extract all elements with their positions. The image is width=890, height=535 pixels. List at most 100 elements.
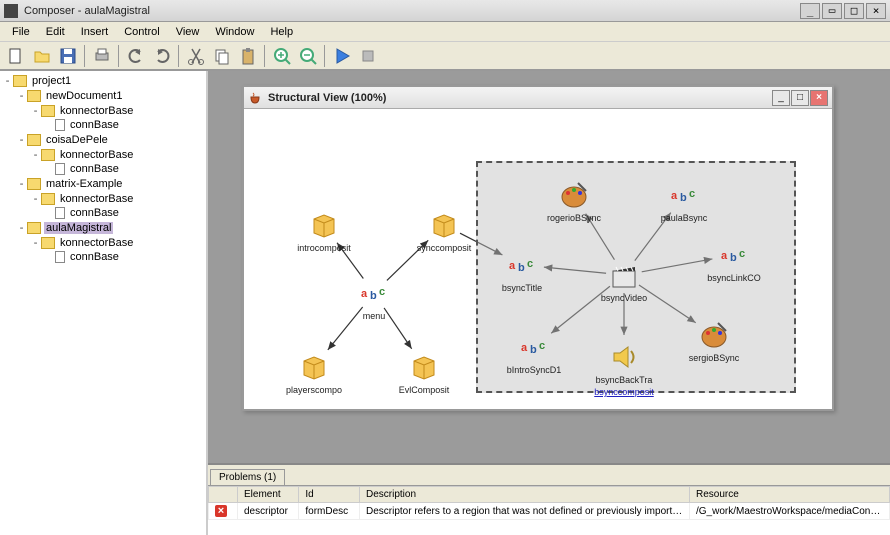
node-EvlComposit[interactable]: EvlComposit [394, 351, 454, 395]
tree-node-konnectorBase[interactable]: - konnectorBase [2, 191, 204, 206]
project-tree[interactable]: -project1-newDocument1-konnectorBaseconn… [0, 71, 208, 535]
main-content: -project1-newDocument1-konnectorBaseconn… [0, 70, 890, 535]
tree-node-newDocument1[interactable]: - newDocument1 [2, 88, 204, 103]
structural-view-window[interactable]: Structural View (100%) _ □ × introcompos… [242, 85, 834, 411]
undo-icon[interactable] [124, 44, 148, 68]
node-bsyncVideo[interactable]: bsyncVideo [594, 259, 654, 303]
node-rogerioBSync[interactable]: rogerioBSync [544, 179, 604, 223]
node-bIntroSyncD1[interactable]: abcbIntroSyncD1 [504, 331, 564, 375]
svg-text:b: b [730, 252, 737, 264]
menu-view[interactable]: View [168, 24, 208, 40]
redo-icon[interactable] [150, 44, 174, 68]
node-link-label[interactable]: bsynccomposit [594, 387, 654, 397]
menu-control[interactable]: Control [116, 24, 167, 40]
tree-node-konnectorBase[interactable]: -konnectorBase [2, 103, 204, 118]
structural-view-titlebar[interactable]: Structural View (100%) _ □ × [244, 87, 832, 109]
menu-window[interactable]: Window [207, 24, 262, 40]
close-button[interactable]: × [866, 3, 886, 19]
tree-label: newDocument1 [44, 90, 124, 102]
canvas-viewport[interactable]: Structural View (100%) _ □ × introcompos… [208, 71, 890, 463]
folder-icon [41, 193, 55, 205]
problems-col-2[interactable]: Id [299, 487, 360, 503]
menu-edit[interactable]: Edit [38, 24, 73, 40]
menu-help[interactable]: Help [262, 24, 301, 40]
open-icon[interactable] [30, 44, 54, 68]
problems-row[interactable]: ×descriptorformDescDescriptor refers to … [209, 503, 890, 520]
tree-label: konnectorBase [58, 237, 135, 249]
abc-icon: abc [358, 277, 390, 309]
play-icon[interactable] [330, 44, 354, 68]
node-label: bsyncLinkCO [707, 273, 761, 283]
save-icon[interactable] [56, 44, 80, 68]
tree-label: connBase [68, 163, 121, 175]
svg-text:b: b [680, 192, 687, 204]
tree-node-project1[interactable]: -project1 [2, 73, 204, 88]
tree-twisty[interactable]: - [16, 133, 27, 146]
problems-table[interactable]: ElementIdDescriptionResource×descriptorf… [208, 485, 890, 535]
maximize-button[interactable]: □ [844, 3, 864, 19]
zoom-out-icon[interactable] [296, 44, 320, 68]
node-label: synccomposit [417, 243, 472, 253]
problems-col-0[interactable] [209, 487, 238, 503]
sv-maximize-button[interactable]: □ [791, 90, 809, 106]
zoom-in-icon[interactable] [270, 44, 294, 68]
node-paulaBsync[interactable]: abcpaulaBsync [654, 179, 714, 223]
svg-text:c: c [739, 248, 745, 260]
doc-icon [55, 207, 65, 219]
tree-twisty[interactable]: - [30, 236, 41, 249]
menu-insert[interactable]: Insert [73, 24, 117, 40]
tree-twisty[interactable]: - [2, 74, 13, 87]
tree-node-coisaDePele[interactable]: -coisaDePele [2, 132, 204, 147]
node-label: rogerioBSync [547, 213, 601, 223]
tree-twisty[interactable]: - [16, 221, 27, 234]
tree-node-connBase[interactable]: connBase [2, 118, 204, 132]
print-icon[interactable] [90, 44, 114, 68]
folder-icon [27, 178, 41, 190]
palette-icon [558, 179, 590, 211]
minimize-button[interactable]: _ [800, 3, 820, 19]
svg-text:a: a [521, 342, 528, 354]
tree-twisty[interactable]: - [30, 192, 41, 205]
diagram-canvas[interactable]: introcomposit synccomposit abcmenu playersc… [244, 109, 832, 409]
node-sergioBSync[interactable]: sergioBSync [684, 319, 744, 363]
problems-tab[interactable]: Problems (1) [210, 469, 285, 485]
tree-twisty[interactable]: - [16, 89, 27, 102]
menu-file[interactable]: File [4, 24, 38, 40]
problems-col-1[interactable]: Element [238, 487, 299, 503]
node-synccomposit[interactable]: synccomposit [414, 209, 474, 253]
sv-minimize-button[interactable]: _ [772, 90, 790, 106]
paste-icon[interactable] [236, 44, 260, 68]
svg-text:a: a [361, 288, 368, 300]
copy-icon[interactable] [210, 44, 234, 68]
cut-icon[interactable] [184, 44, 208, 68]
tree-node-konnectorBase[interactable]: -konnectorBase [2, 147, 204, 162]
tree-node-matrix-Example[interactable]: -matrix-Example [2, 176, 204, 191]
error-icon: × [215, 505, 227, 517]
tree-label: konnectorBase [58, 193, 135, 205]
node-introcomposit[interactable]: introcomposit [294, 209, 354, 253]
node-label: introcomposit [297, 243, 351, 253]
new-icon[interactable] [4, 44, 28, 68]
problems-col-4[interactable]: Resource [690, 487, 890, 503]
folder-icon [41, 237, 55, 249]
node-label: playerscompo [286, 385, 342, 395]
node-bsyncTitle[interactable]: abcbsyncTitle [492, 249, 552, 293]
tree-node-konnectorBase[interactable]: - konnectorBase [2, 235, 204, 250]
abc-icon: abc [718, 239, 750, 271]
node-menu[interactable]: abcmenu [344, 277, 404, 321]
problems-col-3[interactable]: Description [359, 487, 689, 503]
tree-node-connBase[interactable]: connBase [2, 250, 204, 264]
node-bsyncLinkCO[interactable]: abc bsyncLinkCO [704, 239, 764, 283]
tree-node-connBase[interactable]: connBase [2, 206, 204, 220]
tree-twisty[interactable]: - [16, 177, 27, 190]
stop-icon[interactable] [356, 44, 380, 68]
tree-node-connBase[interactable]: connBase [2, 162, 204, 176]
node-playerscompo[interactable]: playerscompo [284, 351, 344, 395]
restore-button[interactable]: ▭ [822, 3, 842, 19]
sv-close-button[interactable]: × [810, 90, 828, 106]
tree-twisty[interactable]: - [30, 148, 41, 161]
tree-twisty[interactable]: - [30, 104, 41, 117]
folder-icon [27, 90, 41, 102]
node-bsyncBackTra[interactable]: bsyncBackTrabsynccomposit [594, 341, 654, 397]
tree-node-aulaMagistral[interactable]: -aulaMagistral [2, 220, 204, 235]
